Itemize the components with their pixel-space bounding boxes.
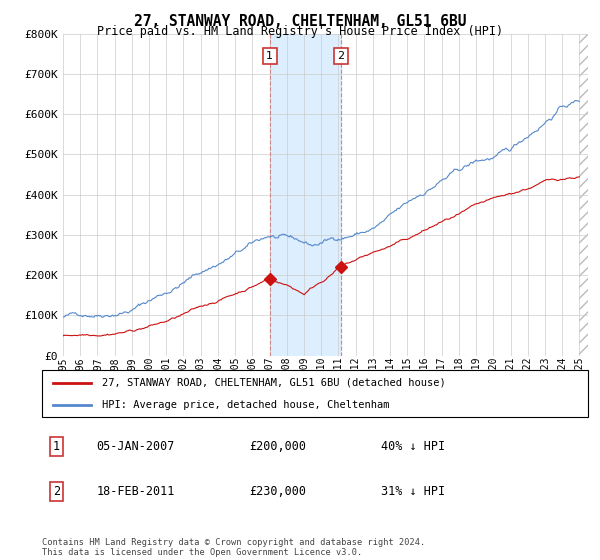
Text: Contains HM Land Registry data © Crown copyright and database right 2024.
This d: Contains HM Land Registry data © Crown c…: [42, 538, 425, 557]
Text: £230,000: £230,000: [250, 485, 307, 498]
Text: 40% ↓ HPI: 40% ↓ HPI: [380, 440, 445, 453]
Text: 18-FEB-2011: 18-FEB-2011: [97, 485, 175, 498]
Bar: [270, 34, 341, 356]
FancyBboxPatch shape: [42, 370, 588, 417]
Text: £200,000: £200,000: [250, 440, 307, 453]
Text: Price paid vs. HM Land Registry's House Price Index (HPI): Price paid vs. HM Land Registry's House …: [97, 25, 503, 38]
Text: 1: 1: [266, 51, 273, 61]
Text: 2: 2: [337, 51, 344, 61]
Text: 2: 2: [53, 485, 60, 498]
Text: 1: 1: [53, 440, 60, 453]
Text: 27, STANWAY ROAD, CHELTENHAM, GL51 6BU: 27, STANWAY ROAD, CHELTENHAM, GL51 6BU: [134, 14, 466, 29]
Text: 27, STANWAY ROAD, CHELTENHAM, GL51 6BU (detached house): 27, STANWAY ROAD, CHELTENHAM, GL51 6BU (…: [102, 378, 446, 388]
Text: HPI: Average price, detached house, Cheltenham: HPI: Average price, detached house, Chel…: [102, 400, 389, 410]
Text: 31% ↓ HPI: 31% ↓ HPI: [380, 485, 445, 498]
Text: 05-JAN-2007: 05-JAN-2007: [97, 440, 175, 453]
